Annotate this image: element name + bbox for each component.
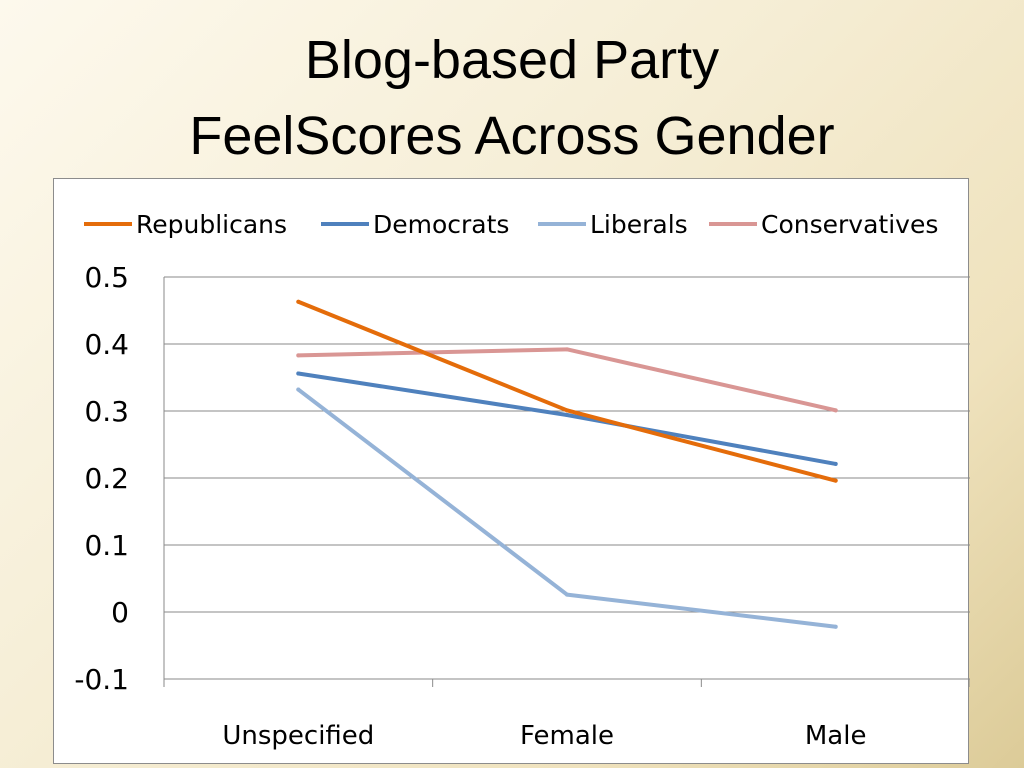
legend: Republicans Democrats Liberals Conservative… (84, 210, 938, 239)
slide-title-line-1: Blog-based Party (304, 30, 720, 90)
y-tick-label: 0.5 (84, 261, 129, 294)
data-point-conservatives (296, 353, 301, 358)
gridlines (164, 276, 970, 680)
data-point-liberals (833, 624, 838, 629)
data-point-republicans (833, 478, 838, 483)
x-category-label: Female (520, 721, 614, 751)
data-point-liberals (296, 387, 301, 392)
x-category-label: Unspecified (222, 721, 374, 751)
legend-label: Republicans (136, 210, 287, 239)
data-point-conservatives (565, 347, 569, 352)
legend-label: Conservatives (761, 210, 938, 239)
legend-label: Democrats (373, 210, 509, 239)
data-point-liberals (565, 592, 569, 597)
series-line-liberals (296, 387, 838, 629)
series-lines (296, 299, 838, 629)
y-tick-label: 0.4 (84, 328, 129, 361)
y-tick-label: 0 (111, 596, 129, 629)
series-line-conservatives (296, 347, 838, 413)
y-tick-label: 0.3 (84, 395, 129, 428)
chart-canvas: 0.5 0.4 0.3 0.2 0.1 0 -0.1 Unspecified Female Mal… (74, 210, 970, 751)
slide-title: Blog-based Party FeelScores Across Gende… (0, 22, 1024, 174)
y-tick-label: 0.1 (84, 529, 129, 562)
slide-title-line-2: FeelScores Across Gender (189, 106, 835, 166)
x-category-label: Male (805, 721, 867, 751)
line-chart: 0.5 0.4 0.3 0.2 0.1 0 -0.1 Unspecified Female Mal… (53, 178, 970, 764)
y-tick-label: 0.2 (84, 462, 129, 495)
axes: 0.5 0.4 0.3 0.2 0.1 0 -0.1 Unspecified Female Mal… (74, 261, 970, 751)
data-point-democrats (833, 461, 838, 466)
data-point-republicans (296, 299, 301, 304)
data-point-republicans (565, 408, 569, 413)
legend-label: Liberals (590, 210, 688, 239)
data-point-democrats (296, 371, 301, 376)
y-tick-label: -0.1 (74, 663, 129, 696)
data-point-conservatives (833, 408, 838, 413)
data-point-democrats (565, 413, 569, 418)
